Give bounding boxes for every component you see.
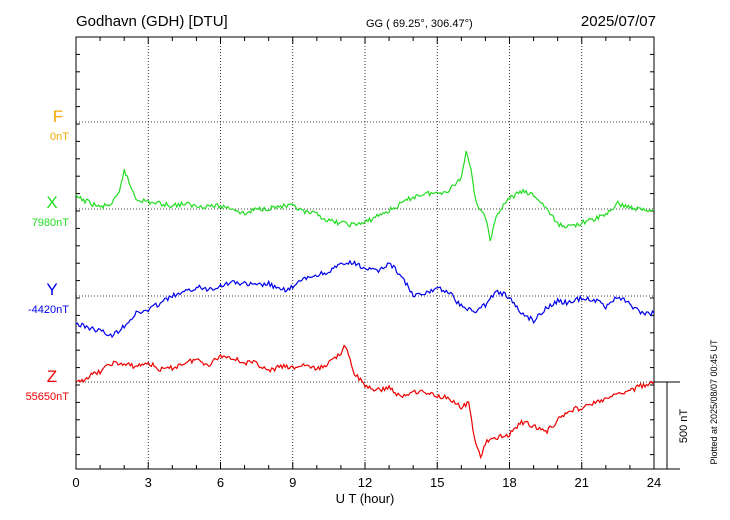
series-line-Z: [75, 344, 655, 460]
axis-ticks: [75, 36, 655, 469]
baseline-label-X: 7980nT: [32, 217, 70, 229]
series-line-X: [75, 150, 655, 242]
grid-lines: [76, 37, 654, 469]
baseline-label-F: 0nT: [50, 131, 69, 143]
x-tick-label: 21: [575, 475, 589, 490]
x-tick-label: 24: [647, 475, 661, 490]
series-line-Y: [75, 259, 655, 339]
station-title: Godhavn (GDH) [DTU]: [76, 13, 228, 30]
x-tick-labels: 0 3 6 9 12 15 18 21 24: [72, 475, 661, 490]
baseline-label-Y: -4420nT: [28, 304, 69, 316]
scale-bar-label: 500 nT: [678, 409, 690, 444]
scale-bar: 500 nT: [654, 381, 690, 470]
series-label-Z: Z: [47, 367, 57, 386]
x-tick-label: 18: [502, 475, 516, 490]
x-tick-label: 3: [145, 475, 152, 490]
x-axis-label: U T (hour): [336, 491, 395, 506]
x-tick-label: 9: [289, 475, 296, 490]
series-lines: [75, 150, 655, 460]
x-tick-label: 15: [430, 475, 444, 490]
x-tick-label: 0: [72, 475, 79, 490]
series-label-Y: Y: [46, 280, 57, 299]
coordinates-label: GG ( 69.25°, 306.47°): [366, 18, 473, 30]
date-label: 2025/07/07: [581, 13, 656, 30]
x-tick-label: 6: [217, 475, 224, 490]
series-label-F: F: [53, 107, 63, 126]
plotted-at-note: Plotted at 2025/08/07 00:45 UT: [709, 339, 719, 465]
series-label-X: X: [46, 193, 57, 212]
x-tick-label: 12: [358, 475, 372, 490]
baseline-label-Z: 55650nT: [26, 391, 70, 403]
